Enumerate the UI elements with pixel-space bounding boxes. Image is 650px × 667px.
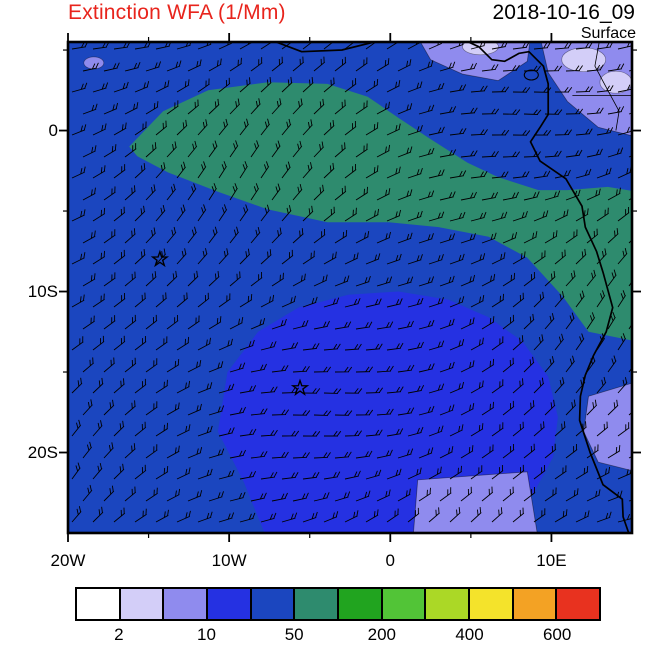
colorbar-cell [295,589,338,619]
colorbar-tick-label: 2 [114,625,124,644]
y-tick-label: 10S [27,281,58,301]
colorbar-tick-label: 400 [455,625,484,644]
plot-frame [66,40,634,535]
low-aerosol-patch-northeast [540,42,632,137]
low-aerosol-patch-north [419,42,531,82]
pale-patch-1 [561,47,607,73]
star-marker [150,249,170,268]
y-tick-label: 20S [27,442,58,462]
colorbar-tick-label: 50 [284,625,304,644]
level-label: Surface [580,25,636,42]
country-border [594,42,620,131]
colorbar-cell [208,589,250,619]
colorbar-cell [251,589,294,619]
x-tick-label: 0 [385,551,396,570]
colorbar-cell [557,589,600,619]
colorbar-cell [164,589,207,619]
plot-frame-group [59,33,641,542]
colorbar-cell [339,589,381,619]
colorbar [75,587,601,621]
island-bioko [523,69,539,81]
colorbar-cell [120,589,163,619]
purple-speck-west [83,56,105,70]
colorbar-tick-label: 600 [542,625,572,644]
timestamp: 2018-10-16_09 [492,1,635,24]
colorbar-cell [77,589,119,619]
low-aerosol-patch-south [413,471,538,533]
colorbar-cell [426,589,469,619]
colorbar-cell [470,589,512,619]
colorbar-cell [382,589,425,619]
x-tick-label: 10W [211,551,247,570]
y-tick-label: 0 [48,120,58,140]
wind-barbs [71,42,632,523]
x-tick-label: 20W [50,551,86,570]
coastline [273,42,630,533]
colorbar-tick-label: 10 [197,625,216,644]
map-plot [59,33,641,542]
star-marker [290,378,310,396]
smoke-plume-band [129,82,632,341]
plot-title: Extinction WFA (1/Mm) [68,1,286,24]
x-tick-label: 10E [536,551,567,570]
colorbar-tick-label: 200 [367,625,397,644]
colorbar-cell [513,589,556,619]
map-layers [68,42,632,533]
